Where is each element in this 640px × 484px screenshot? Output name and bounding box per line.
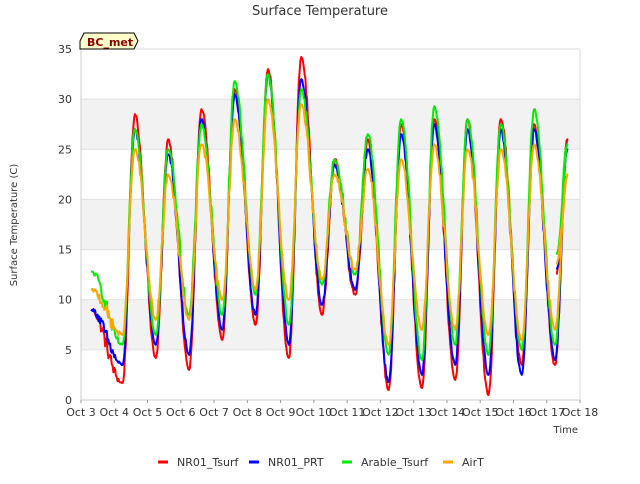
x-tick-label: Oct 14: [429, 406, 466, 419]
legend-label-NR01_PRT: NR01_PRT: [268, 456, 324, 469]
x-tick-label: Oct 5: [133, 406, 163, 419]
x-tick-label: Oct 9: [266, 406, 296, 419]
x-tick-label: Oct 7: [199, 406, 229, 419]
y-tick-label: 10: [58, 294, 72, 307]
background-bands: [81, 49, 580, 400]
y-tick-label: 35: [58, 43, 72, 56]
axes: [80, 48, 581, 401]
x-tick-label: Oct 3: [66, 406, 96, 419]
x-tick-label: Oct 16: [495, 406, 532, 419]
band: [81, 299, 580, 350]
x-tick-label: Oct 12: [362, 406, 399, 419]
series-layer: [90, 56, 569, 396]
band: [81, 349, 580, 400]
y-tick-label: 30: [58, 93, 72, 106]
y-tick-label: 20: [58, 193, 72, 206]
badge-box: [79, 32, 139, 50]
x-tick-label: Oct 6: [166, 406, 196, 419]
band: [81, 49, 580, 100]
legend: NR01_Tsurf NR01_PRT Arable_Tsurf AirT: [158, 456, 484, 469]
y-axis-label: Surface Temperature (C): [9, 164, 20, 287]
x-tick-label: Oct 17: [528, 406, 565, 419]
y-tick-label: 0: [65, 394, 72, 407]
x-tick-label: Oct 10: [296, 406, 333, 419]
x-tick-labels: Oct 3 Oct 4 Oct 5 Oct 6 Oct 7 Oct 8 Oct 9 Oct 1…: [66, 400, 598, 419]
station-badge: BC_met: [79, 32, 139, 50]
y-tick-label: 15: [58, 244, 72, 257]
y-tick-label: 5: [65, 344, 72, 357]
legend-label-AirT: AirT: [462, 456, 484, 469]
band: [81, 99, 580, 150]
legend-label-NR01_Tsurf: NR01_Tsurf: [177, 456, 239, 469]
x-tick-label: Oct 18: [562, 406, 599, 419]
x-tick-label: Oct 13: [395, 406, 432, 419]
band: [81, 249, 580, 300]
badge-label: BC_met: [87, 36, 133, 49]
x-axis-label: Time: [553, 425, 578, 436]
x-tick-label: Oct 15: [462, 406, 499, 419]
x-tick-label: Oct 11: [329, 406, 366, 419]
legend-label-Arable_Tsurf: Arable_Tsurf: [361, 456, 429, 469]
y-tick-labels: 0 5 10 15 20 25 30 35: [58, 43, 72, 407]
series-line-AirT: [90, 98, 569, 346]
x-tick-label: Oct 8: [233, 406, 263, 419]
x-tick-label: Oct 4: [100, 406, 130, 419]
chart-title: Surface Temperature: [252, 4, 388, 19]
y-tick-label: 25: [58, 143, 72, 156]
